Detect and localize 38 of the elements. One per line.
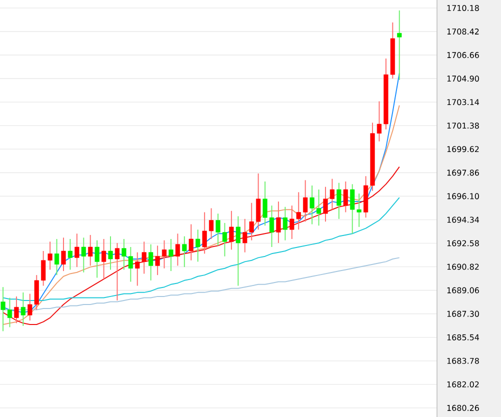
candlestick [168,238,174,272]
candlestick [148,244,154,281]
candlestick [81,237,86,273]
candlestick [310,185,314,225]
candlestick [155,245,160,276]
candlestick [88,234,93,266]
candlestick [74,233,80,268]
candlestick [101,238,106,280]
candlestick [114,242,120,301]
candlestick [282,206,288,241]
candlestick [20,292,26,326]
candlestick [188,224,194,261]
candlestick [14,296,19,324]
candlestick [175,233,180,266]
candlestick [61,237,66,272]
candlestick [229,210,234,250]
candlestick [182,236,187,268]
candlestick [7,297,12,328]
candlestick [343,181,348,213]
candlestick [276,201,281,244]
candlestick [94,240,100,278]
candlestick [303,180,308,222]
candlestick [397,10,402,80]
candlestick [376,100,382,142]
candlestick [208,208,214,240]
candlestick [336,182,342,220]
candlestick [162,240,167,269]
candlestick [54,238,60,276]
candlestick [316,189,322,226]
candlestick [0,286,6,332]
candlestick [202,212,207,254]
candlestick [269,205,274,248]
candlestick [256,172,261,230]
candlestick [68,238,72,270]
candlestick [196,229,200,262]
candlestick [236,216,240,286]
candlestick [262,181,268,226]
candlestick [108,236,113,270]
